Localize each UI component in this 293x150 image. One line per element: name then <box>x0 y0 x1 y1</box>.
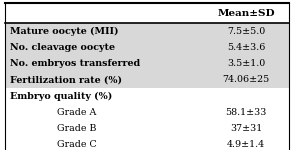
Text: Mean±SD: Mean±SD <box>217 9 275 18</box>
Text: Fertilization rate (%): Fertilization rate (%) <box>10 75 122 84</box>
Text: Grade A: Grade A <box>57 108 96 117</box>
Bar <box>5 56 289 72</box>
Text: 3.5±1.0: 3.5±1.0 <box>227 59 265 68</box>
Text: 58.1±33: 58.1±33 <box>225 108 267 117</box>
Text: Grade B: Grade B <box>57 124 96 133</box>
Text: No. embryos transferred: No. embryos transferred <box>10 59 140 68</box>
Text: 37±31: 37±31 <box>230 124 262 133</box>
Text: 7.5±5.0: 7.5±5.0 <box>227 27 265 36</box>
Bar <box>5 23 289 39</box>
Text: Grade C: Grade C <box>57 140 96 149</box>
Text: Embryo quality (%): Embryo quality (%) <box>10 92 112 101</box>
Text: 74.06±25: 74.06±25 <box>222 75 270 84</box>
Bar <box>5 72 289 88</box>
Text: 5.4±3.6: 5.4±3.6 <box>227 43 265 52</box>
Text: 4.9±1.4: 4.9±1.4 <box>227 140 265 149</box>
Text: No. cleavage oocyte: No. cleavage oocyte <box>10 43 115 52</box>
Text: Mature oocyte (MII): Mature oocyte (MII) <box>10 27 118 36</box>
Bar <box>5 39 289 56</box>
